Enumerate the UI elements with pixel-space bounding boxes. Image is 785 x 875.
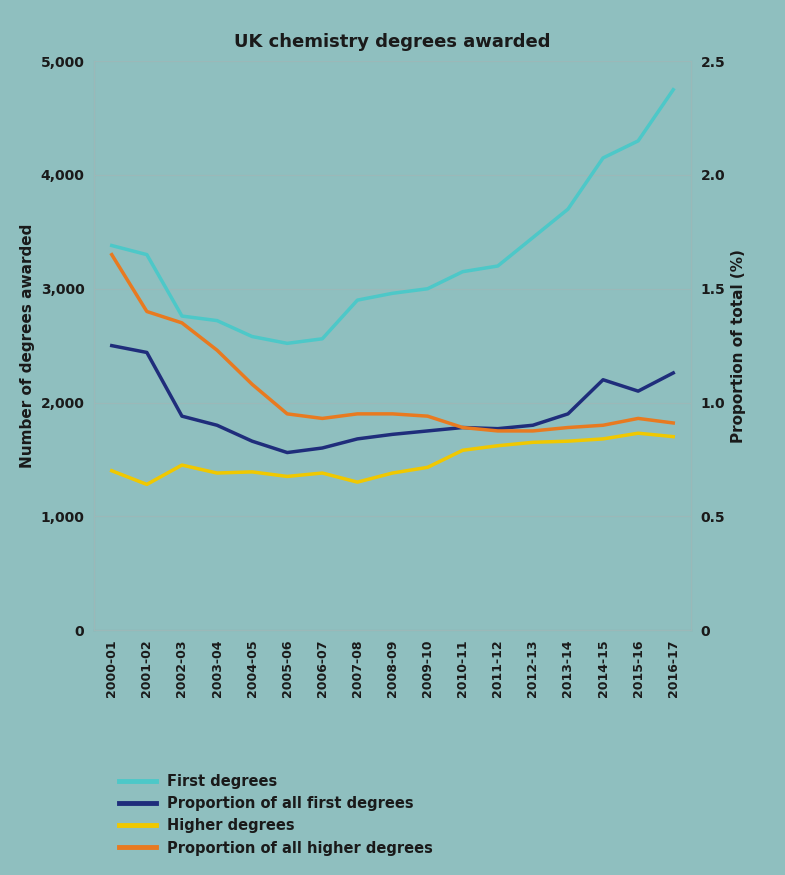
Proportion of all higher degrees bbox=[423, 411, 433, 422]
First degrees bbox=[528, 232, 538, 242]
Higher degrees bbox=[528, 437, 538, 447]
First degrees bbox=[388, 288, 397, 298]
Proportion of all first degrees bbox=[142, 347, 152, 358]
Higher degrees bbox=[177, 460, 187, 471]
Higher degrees bbox=[423, 462, 433, 472]
Y-axis label: Proportion of total (%): Proportion of total (%) bbox=[731, 248, 746, 443]
Proportion of all first degrees bbox=[247, 436, 257, 446]
Proportion of all first degrees bbox=[423, 425, 433, 436]
Line: Proportion of all higher degrees: Proportion of all higher degrees bbox=[111, 255, 674, 430]
Proportion of all first degrees bbox=[107, 340, 116, 351]
Proportion of all higher degrees bbox=[212, 345, 221, 355]
First degrees bbox=[107, 241, 116, 251]
Higher degrees bbox=[318, 468, 327, 479]
Proportion of all higher degrees bbox=[458, 423, 467, 433]
Title: UK chemistry degrees awarded: UK chemistry degrees awarded bbox=[234, 33, 551, 52]
Line: First degrees: First degrees bbox=[111, 89, 674, 343]
Higher degrees bbox=[564, 436, 573, 446]
Proportion of all higher degrees bbox=[669, 417, 678, 428]
Proportion of all higher degrees bbox=[177, 318, 187, 328]
First degrees bbox=[177, 311, 187, 321]
Proportion of all first degrees bbox=[528, 420, 538, 430]
First degrees bbox=[212, 315, 221, 326]
First degrees bbox=[283, 338, 292, 348]
First degrees bbox=[247, 332, 257, 342]
Proportion of all higher degrees bbox=[528, 425, 538, 436]
First degrees bbox=[142, 249, 152, 260]
Proportion of all higher degrees bbox=[318, 413, 327, 424]
Y-axis label: Number of degrees awarded: Number of degrees awarded bbox=[20, 223, 35, 468]
Higher degrees bbox=[388, 468, 397, 479]
First degrees bbox=[598, 152, 608, 163]
Proportion of all first degrees bbox=[177, 411, 187, 422]
Higher degrees bbox=[669, 431, 678, 442]
First degrees bbox=[352, 295, 362, 305]
Higher degrees bbox=[107, 466, 116, 476]
Proportion of all first degrees bbox=[564, 409, 573, 419]
Line: Higher degrees: Higher degrees bbox=[111, 433, 674, 485]
First degrees bbox=[458, 266, 467, 276]
Proportion of all higher degrees bbox=[493, 425, 502, 436]
Proportion of all first degrees bbox=[458, 423, 467, 433]
Higher degrees bbox=[247, 466, 257, 477]
Higher degrees bbox=[493, 440, 502, 451]
Proportion of all first degrees bbox=[283, 447, 292, 458]
Higher degrees bbox=[458, 445, 467, 456]
Higher degrees bbox=[212, 468, 221, 479]
Higher degrees bbox=[283, 471, 292, 481]
First degrees bbox=[493, 261, 502, 271]
First degrees bbox=[669, 84, 678, 94]
Proportion of all first degrees bbox=[633, 386, 643, 396]
Proportion of all first degrees bbox=[352, 434, 362, 444]
Proportion of all first degrees bbox=[212, 420, 221, 430]
Higher degrees bbox=[352, 477, 362, 487]
Proportion of all higher degrees bbox=[352, 409, 362, 419]
Line: Proportion of all first degrees: Proportion of all first degrees bbox=[111, 346, 674, 452]
Legend: First degrees, Proportion of all first degrees, Higher degrees, Proportion of al: First degrees, Proportion of all first d… bbox=[113, 768, 439, 862]
Higher degrees bbox=[142, 480, 152, 490]
Proportion of all higher degrees bbox=[247, 379, 257, 389]
First degrees bbox=[633, 136, 643, 146]
Proportion of all higher degrees bbox=[388, 409, 397, 419]
Proportion of all higher degrees bbox=[107, 249, 116, 260]
Proportion of all higher degrees bbox=[564, 423, 573, 433]
Proportion of all higher degrees bbox=[598, 420, 608, 430]
Proportion of all first degrees bbox=[598, 374, 608, 385]
Proportion of all first degrees bbox=[318, 443, 327, 453]
Proportion of all higher degrees bbox=[142, 306, 152, 317]
Proportion of all first degrees bbox=[493, 424, 502, 434]
Proportion of all first degrees bbox=[669, 368, 678, 378]
First degrees bbox=[564, 204, 573, 214]
Proportion of all higher degrees bbox=[633, 413, 643, 424]
Higher degrees bbox=[633, 428, 643, 438]
First degrees bbox=[423, 284, 433, 294]
Proportion of all first degrees bbox=[388, 429, 397, 439]
First degrees bbox=[318, 333, 327, 344]
Proportion of all higher degrees bbox=[283, 409, 292, 419]
Higher degrees bbox=[598, 434, 608, 444]
